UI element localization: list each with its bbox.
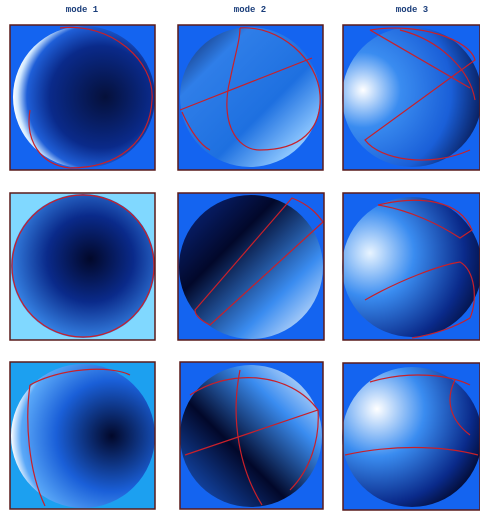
column-title: mode 1	[66, 5, 99, 15]
column-title: mode 2	[234, 5, 266, 15]
panel	[9, 24, 156, 171]
panel	[342, 362, 480, 511]
column-title: mode 3	[396, 5, 428, 15]
panel	[342, 24, 480, 171]
panel	[179, 361, 324, 510]
panel	[177, 192, 325, 341]
panel	[342, 192, 480, 341]
panel	[9, 192, 156, 341]
panel	[9, 361, 156, 510]
panel	[177, 24, 324, 171]
